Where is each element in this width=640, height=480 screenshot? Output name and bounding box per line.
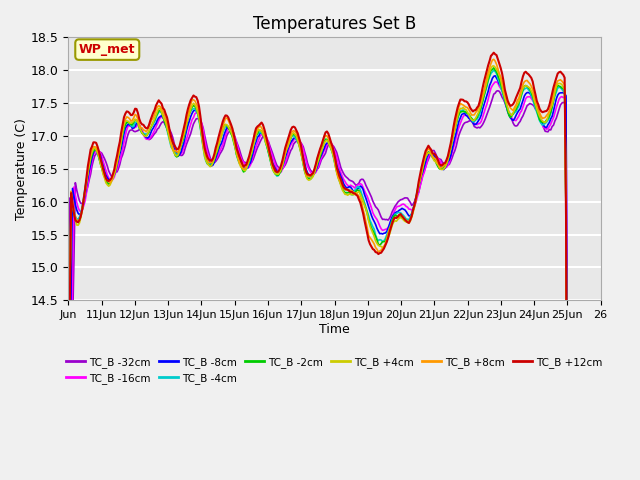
X-axis label: Time: Time xyxy=(319,323,350,336)
Y-axis label: Temperature (C): Temperature (C) xyxy=(15,118,28,220)
Legend: TC_B -32cm, TC_B -16cm, TC_B -8cm, TC_B -4cm, TC_B -2cm, TC_B +4cm, TC_B +8cm, T: TC_B -32cm, TC_B -16cm, TC_B -8cm, TC_B … xyxy=(62,353,607,388)
Title: Temperatures Set B: Temperatures Set B xyxy=(253,15,416,33)
Text: WP_met: WP_met xyxy=(79,43,136,56)
